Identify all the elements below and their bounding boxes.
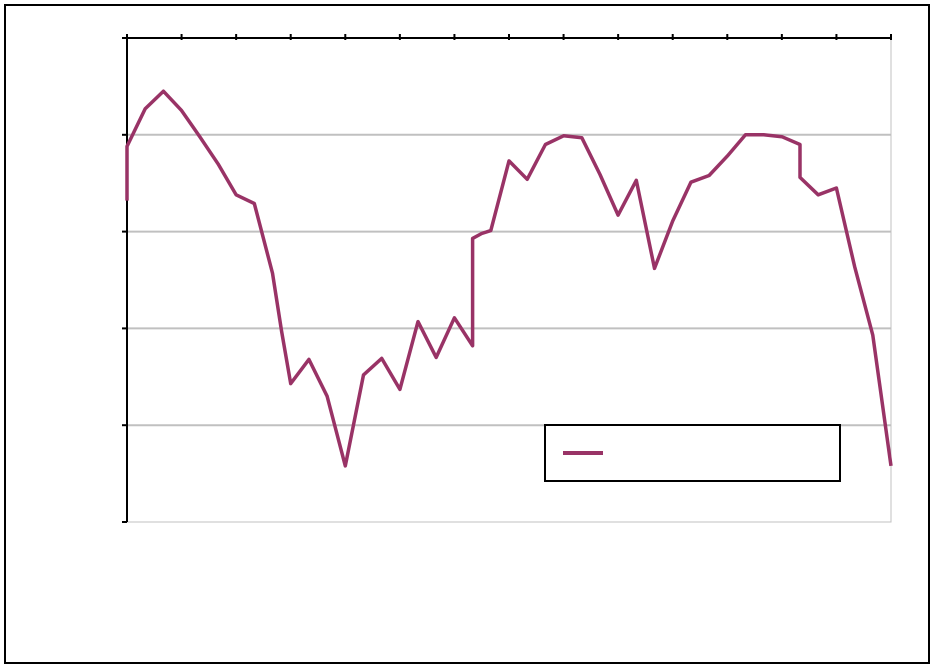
legend bbox=[544, 424, 841, 482]
y-axis-ticks bbox=[122, 37, 127, 523]
x-axis-ticks bbox=[126, 34, 892, 40]
series-line-0 bbox=[125, 89, 893, 468]
series-layer bbox=[125, 89, 893, 468]
